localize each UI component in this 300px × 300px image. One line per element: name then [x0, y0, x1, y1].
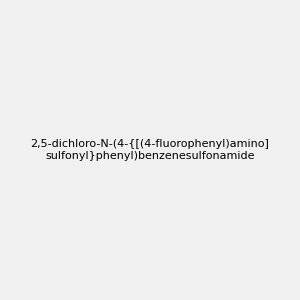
- Text: 2,5-dichloro-N-(4-{[(4-fluorophenyl)amino]
sulfonyl}phenyl)benzenesulfonamide: 2,5-dichloro-N-(4-{[(4-fluorophenyl)amin…: [31, 139, 269, 161]
